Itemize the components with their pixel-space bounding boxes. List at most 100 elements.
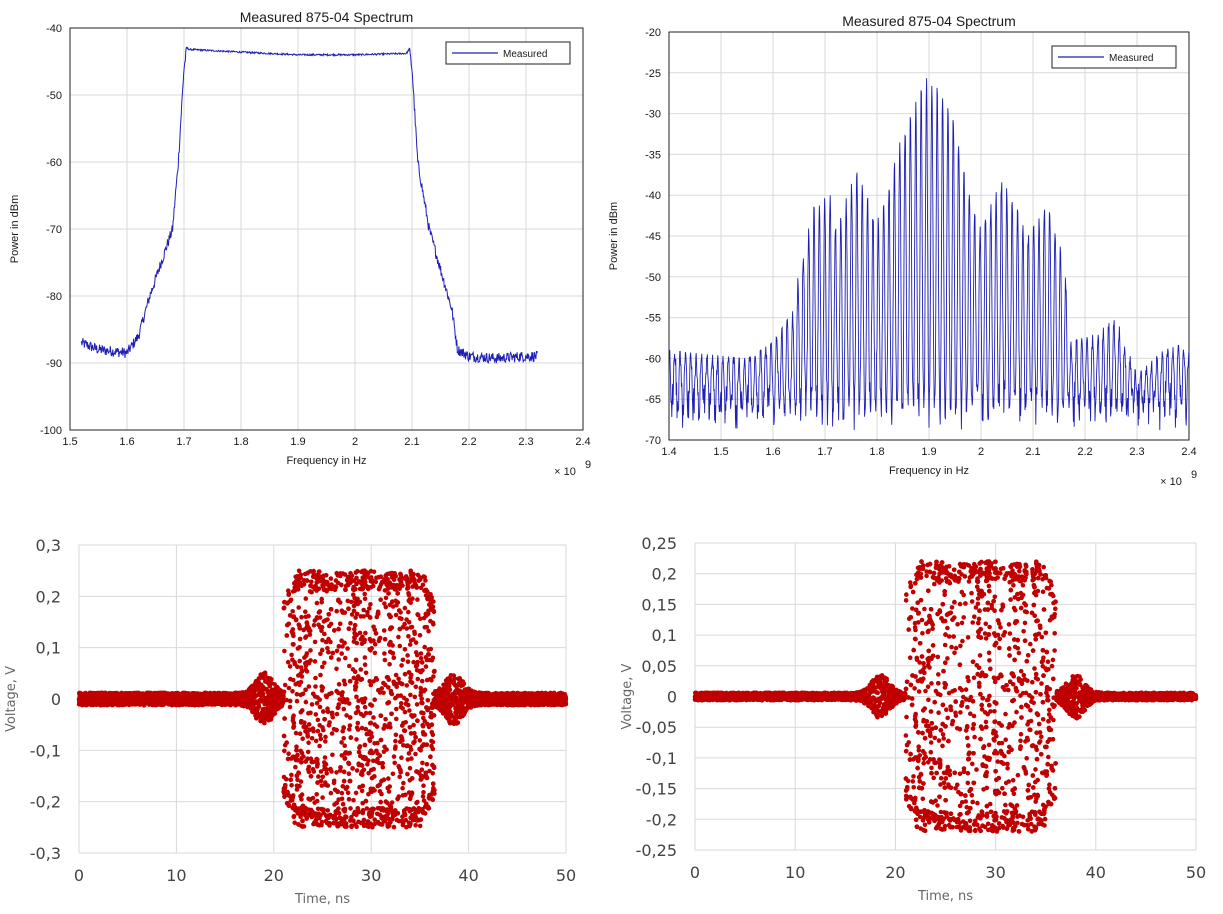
data-point	[351, 811, 357, 817]
data-point	[297, 682, 302, 688]
x-tick-label: 2.4	[1181, 446, 1196, 458]
data-point	[331, 780, 337, 786]
data-point	[413, 815, 418, 821]
data-point	[361, 607, 367, 613]
data-point	[304, 620, 310, 625]
data-point	[317, 609, 323, 614]
data-point	[317, 743, 322, 749]
data-point	[383, 799, 389, 804]
data-point	[363, 670, 369, 676]
data-point	[424, 677, 430, 683]
data-point	[447, 720, 453, 726]
data-point	[299, 614, 304, 620]
data-point	[334, 727, 339, 733]
data-point	[387, 662, 392, 667]
data-point	[315, 695, 320, 700]
x-axis-label: Frequency in Hz	[889, 465, 969, 477]
x-tick-label: 1.6	[765, 446, 780, 458]
data-point	[329, 731, 335, 736]
data-point	[386, 685, 391, 690]
data-point	[413, 640, 419, 645]
data-point	[303, 653, 309, 658]
data-point	[356, 749, 362, 755]
data-point	[293, 730, 299, 736]
data-point	[420, 794, 426, 799]
data-point	[285, 801, 290, 806]
data-point	[306, 764, 312, 770]
data-point	[342, 572, 348, 577]
x-tick-label: 1.8	[233, 436, 248, 448]
data-point	[264, 701, 270, 706]
data-point	[431, 713, 437, 718]
data-point	[352, 684, 358, 689]
y-tick-label: -20	[645, 27, 661, 39]
data-point	[399, 616, 404, 622]
data-point	[342, 756, 348, 761]
data-point	[286, 751, 291, 756]
data-point	[405, 757, 411, 762]
data-point	[311, 623, 317, 628]
data-point	[328, 607, 334, 612]
series-line-measured	[80, 46, 538, 364]
x-multiplier: × 10	[554, 466, 576, 478]
data-point	[303, 609, 308, 614]
data-point	[293, 574, 299, 580]
data-point	[294, 698, 300, 704]
data-point	[517, 702, 522, 708]
data-point	[300, 736, 306, 741]
data-point	[400, 657, 406, 663]
data-point	[377, 635, 383, 641]
data-point	[369, 812, 374, 817]
data-point	[308, 648, 313, 653]
data-point	[320, 774, 326, 780]
data-point	[319, 688, 325, 693]
data-point	[404, 626, 410, 631]
data-point	[316, 586, 322, 592]
x-tick-label: 2	[352, 436, 358, 448]
data-point	[356, 698, 361, 703]
data-point	[323, 782, 329, 788]
data-point	[423, 578, 428, 583]
data-point	[418, 616, 423, 621]
data-point	[287, 698, 293, 704]
data-point	[322, 660, 327, 666]
data-point	[424, 657, 430, 663]
data-point	[303, 759, 309, 764]
data-point	[308, 583, 313, 589]
data-point	[407, 765, 413, 771]
data-point	[318, 769, 324, 774]
data-point	[298, 793, 303, 799]
data-point	[393, 612, 399, 618]
data-point	[398, 580, 404, 585]
y-tick-label: -55	[645, 313, 661, 325]
data-point	[318, 651, 323, 657]
data-point	[377, 789, 383, 794]
data-point	[291, 813, 297, 819]
data-point	[341, 736, 347, 741]
data-point	[429, 678, 434, 683]
data-point	[372, 650, 378, 656]
data-point	[293, 764, 298, 770]
data-point	[402, 709, 408, 715]
data-point	[358, 614, 364, 619]
data-point	[411, 659, 416, 665]
x-tick-label: 1.9	[921, 446, 936, 458]
plot-frame	[668, 31, 1190, 441]
data-point	[398, 571, 403, 577]
data-point	[424, 775, 430, 781]
data-point	[342, 806, 348, 812]
y-tick-label: -60	[645, 353, 661, 365]
data-point	[360, 700, 366, 705]
data-point	[323, 639, 329, 645]
data-point	[296, 580, 301, 585]
data-point	[388, 690, 394, 696]
data-point	[290, 627, 296, 632]
x-tick-label: 1.7	[817, 446, 832, 458]
data-point	[339, 790, 345, 796]
data-point	[409, 680, 415, 685]
data-point	[334, 688, 339, 694]
data-point	[390, 604, 396, 609]
x-tick-label: 1.8	[869, 446, 884, 458]
data-point	[402, 605, 408, 611]
data-point	[393, 672, 399, 678]
